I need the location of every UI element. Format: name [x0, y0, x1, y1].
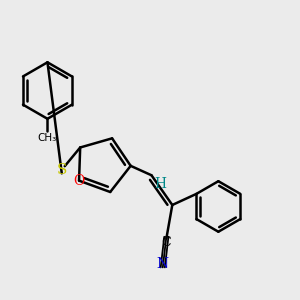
Text: H: H [154, 177, 166, 190]
Text: C: C [161, 236, 171, 249]
Text: CH₃: CH₃ [38, 133, 57, 143]
Text: O: O [74, 174, 85, 188]
Text: N: N [157, 257, 169, 272]
Text: S: S [57, 163, 67, 177]
